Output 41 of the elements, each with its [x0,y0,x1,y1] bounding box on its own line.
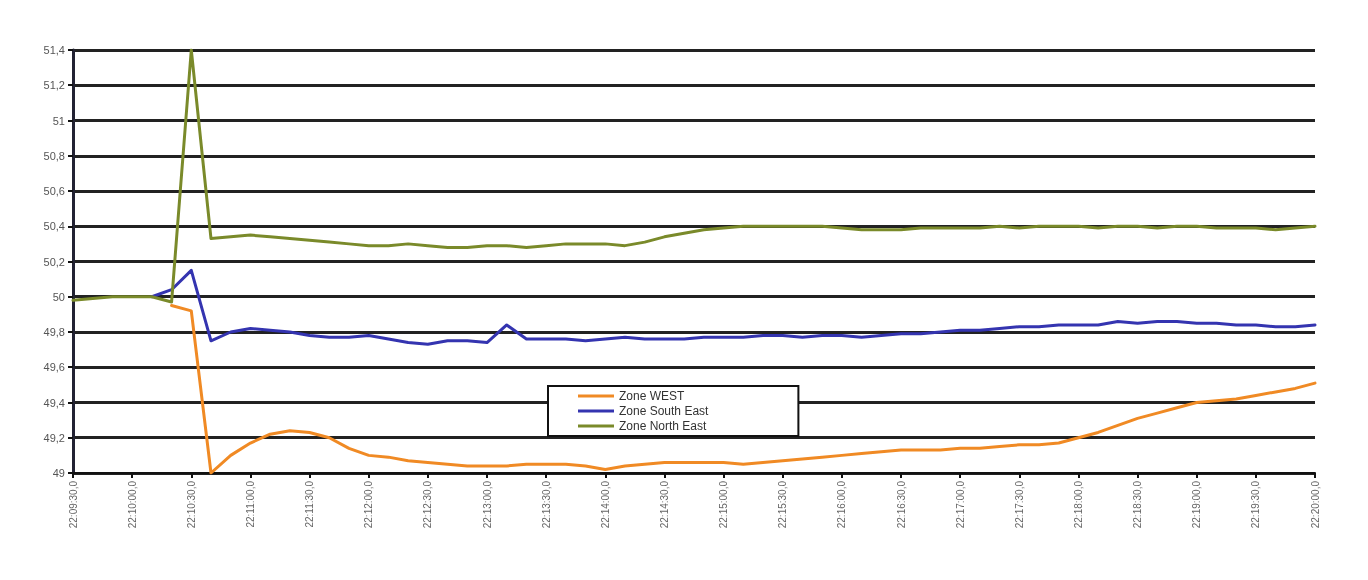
x-tick-label: 22:10:00,0 [126,480,138,529]
legend-label: Zone WEST [619,389,686,403]
x-tick-label: 22:14:00,0 [599,480,611,529]
x-tick-label: 22:13:00,0 [481,480,493,529]
y-tick-label: 51,2 [43,79,65,92]
x-tick-label: 22:14:30,0 [658,480,670,529]
x-tick-label: 22:11:00,0 [244,480,256,528]
y-tick-label: 49,2 [43,431,65,444]
x-tick-label: 22:16:00,0 [836,480,848,529]
x-tick-label: 22:17:00,0 [954,480,966,529]
line-series [71,48,1317,304]
y-tick-label: 49,8 [43,326,65,338]
x-tick-label: 22:18:30,0 [1132,480,1144,529]
x-tick-label: 22:17:30,0 [1013,480,1025,529]
legend-label: Zone South East [619,404,710,418]
x-tick-label: 22:20:00,0 [1309,480,1321,529]
y-tick-label: 50,2 [43,255,65,268]
y-tick-label: 51,4 [43,44,65,56]
line-series [150,268,1317,346]
y-tick-label: 50 [52,290,65,303]
x-tick-label: 22:19:30,0 [1250,480,1262,529]
x-tick-label: 22:12:00,0 [363,480,375,529]
x-tick-label: 22:16:30,0 [895,480,907,529]
x-tick-label: 22:18:00,0 [1072,480,1084,529]
x-tick-label: 22:13:30,0 [540,480,552,529]
y-tick-label: 50,6 [43,185,65,197]
x-tick-label: 22:19:00,0 [1191,480,1203,529]
y-tick-label: 51 [52,114,65,127]
x-tick-label: 22:10:30,0 [185,480,197,529]
x-tick-label: 22:15:30,0 [777,480,789,529]
x-tick-label: 22:12:30,0 [422,480,434,529]
line-series [170,304,1317,475]
x-tick-label: 22:15:00,0 [718,480,730,529]
legend-label: Zone North East [619,419,708,433]
y-tick-label: 50,4 [43,220,65,233]
y-tick-label: 49,4 [43,396,65,409]
y-tick-label: 50,8 [43,149,65,162]
y-tick-label: 49,6 [43,361,65,374]
x-tick-label: 22:09:30,0 [67,480,79,529]
y-tick-label: 49 [52,467,65,479]
x-tick-label: 22:11:30,0 [304,480,316,528]
